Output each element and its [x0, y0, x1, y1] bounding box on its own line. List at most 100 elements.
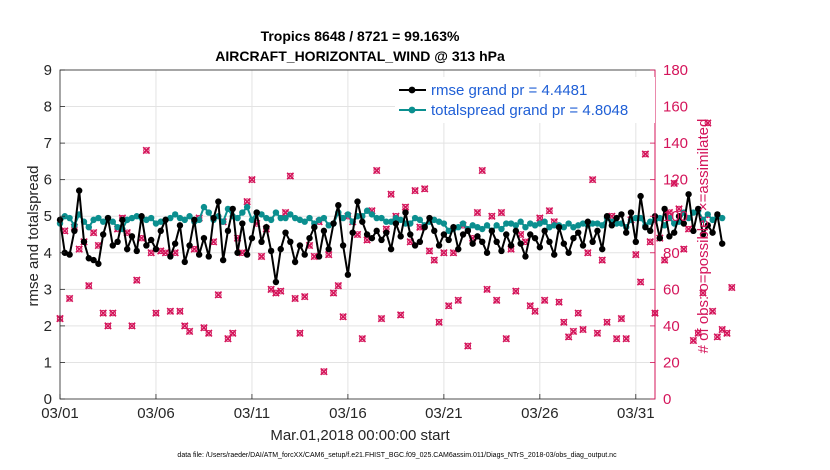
obs-assimilated-marker [531, 307, 539, 316]
obs-assimilated-marker [545, 206, 554, 215]
totalspread-point [339, 214, 347, 222]
rmse-point [119, 216, 126, 224]
obs-assimilated-marker [296, 329, 304, 337]
totalspread-point [344, 211, 352, 218]
rmse-point [670, 229, 678, 236]
obs-possible-marker [176, 308, 184, 315]
totalspread-point [219, 218, 227, 225]
obs-assimilated-marker [603, 318, 611, 326]
obs-possible-marker [488, 213, 496, 220]
obs-assimilated-marker [617, 314, 626, 323]
obs-possible-marker [147, 249, 155, 256]
rmse-point [176, 222, 184, 229]
x-axis-label: Mar.01,2018 00:00:00 start [270, 427, 450, 444]
rmse-point [378, 236, 385, 244]
legend-rmse-marker [408, 86, 416, 94]
right-y-tick-label: 160 [663, 99, 688, 116]
totalspread-point [459, 220, 467, 227]
obs-possible-marker [531, 308, 539, 315]
rmse-point [531, 234, 539, 242]
x-tick-label: 03/06 [137, 405, 175, 422]
totalspread-point [205, 209, 212, 216]
obs-assimilated-marker [142, 146, 151, 155]
totalspread-point [171, 211, 179, 218]
obs-assimilated-marker [435, 318, 443, 326]
obs-assimilated-marker [632, 250, 640, 259]
rmse-point [234, 249, 241, 256]
rmse-point [584, 218, 592, 225]
totalspread-point [709, 216, 716, 224]
totalspread-point [507, 220, 515, 227]
rmse-point [546, 238, 553, 246]
totalspread-point [435, 218, 443, 225]
rmse-point [493, 238, 500, 246]
rmse-point [243, 251, 251, 258]
totalspread-point [512, 222, 520, 229]
rmse-point [215, 198, 222, 205]
totalspread-point [277, 214, 284, 222]
obs-possible-marker [704, 119, 711, 127]
rmse-point [575, 229, 582, 236]
obs-possible-marker [680, 245, 687, 253]
rmse-point [210, 214, 217, 222]
rmse-point [99, 231, 107, 238]
rmse-point [263, 223, 270, 231]
totalspread-point [560, 223, 568, 231]
rmse-point [627, 209, 635, 216]
obs-assimilated-marker [492, 296, 501, 305]
obs-possible-marker [330, 289, 337, 297]
obs-possible-marker [277, 287, 284, 295]
rmse-point [306, 234, 313, 242]
totalspread-point [546, 223, 553, 231]
obs-assimilated-marker [660, 256, 669, 264]
totalspread-point [416, 216, 424, 224]
obs-possible-marker [99, 309, 107, 317]
obs-possible-marker [258, 253, 265, 260]
rmse-point [570, 234, 577, 242]
obs-possible-marker [642, 150, 649, 158]
obs-assimilated-marker [300, 292, 309, 301]
obs-assimilated-marker [329, 289, 338, 297]
obs-assimilated-marker [204, 329, 213, 337]
obs-possible-marker [224, 335, 232, 342]
obs-possible-marker [143, 147, 150, 154]
totalspread-point [95, 214, 102, 222]
totalspread-point [315, 216, 323, 224]
obs-possible-marker [229, 330, 236, 337]
totalspread-point [291, 214, 299, 222]
totalspread-point [85, 223, 92, 231]
obs-assimilated-marker [104, 322, 112, 330]
left-y-tick-label: 2 [44, 318, 52, 335]
obs-assimilated-marker [166, 307, 175, 316]
rmse-point [709, 229, 716, 236]
totalspread-point [656, 214, 663, 222]
totalspread-point [387, 218, 395, 225]
chart-title-line1: Tropics 8648 / 8721 = 99.163% [261, 28, 460, 44]
obs-assimilated-marker [75, 245, 83, 253]
obs-possible-marker [133, 276, 140, 284]
obs-possible-marker [181, 322, 188, 330]
obs-possible-marker [162, 249, 169, 256]
obs-possible-marker [75, 245, 83, 253]
rmse-line [59, 190, 724, 283]
rmse-point [594, 227, 601, 235]
obs-assimilated-marker [593, 329, 602, 337]
legend-spread-label: totalspread grand pr = 4.8048 [431, 102, 628, 119]
totalspread-point [541, 218, 548, 225]
rmse-point [694, 205, 702, 213]
obs-assimilated-marker [310, 252, 319, 261]
totalspread-point [263, 214, 270, 222]
obs-assimilated-marker [497, 208, 506, 217]
rmse-point [603, 213, 611, 220]
totalspread-point [301, 218, 308, 225]
rmse-point [450, 223, 457, 231]
left-y-tick-label: 0 [44, 391, 52, 408]
obs-possible-marker [694, 330, 702, 337]
rmse-point [416, 238, 424, 246]
totalspread-point [483, 222, 491, 229]
obs-possible-marker [579, 326, 587, 333]
obs-assimilated-marker [512, 287, 520, 295]
rmse-point [421, 223, 428, 231]
left-y-tick-label: 9 [44, 62, 52, 79]
totalspread-point [579, 220, 587, 227]
